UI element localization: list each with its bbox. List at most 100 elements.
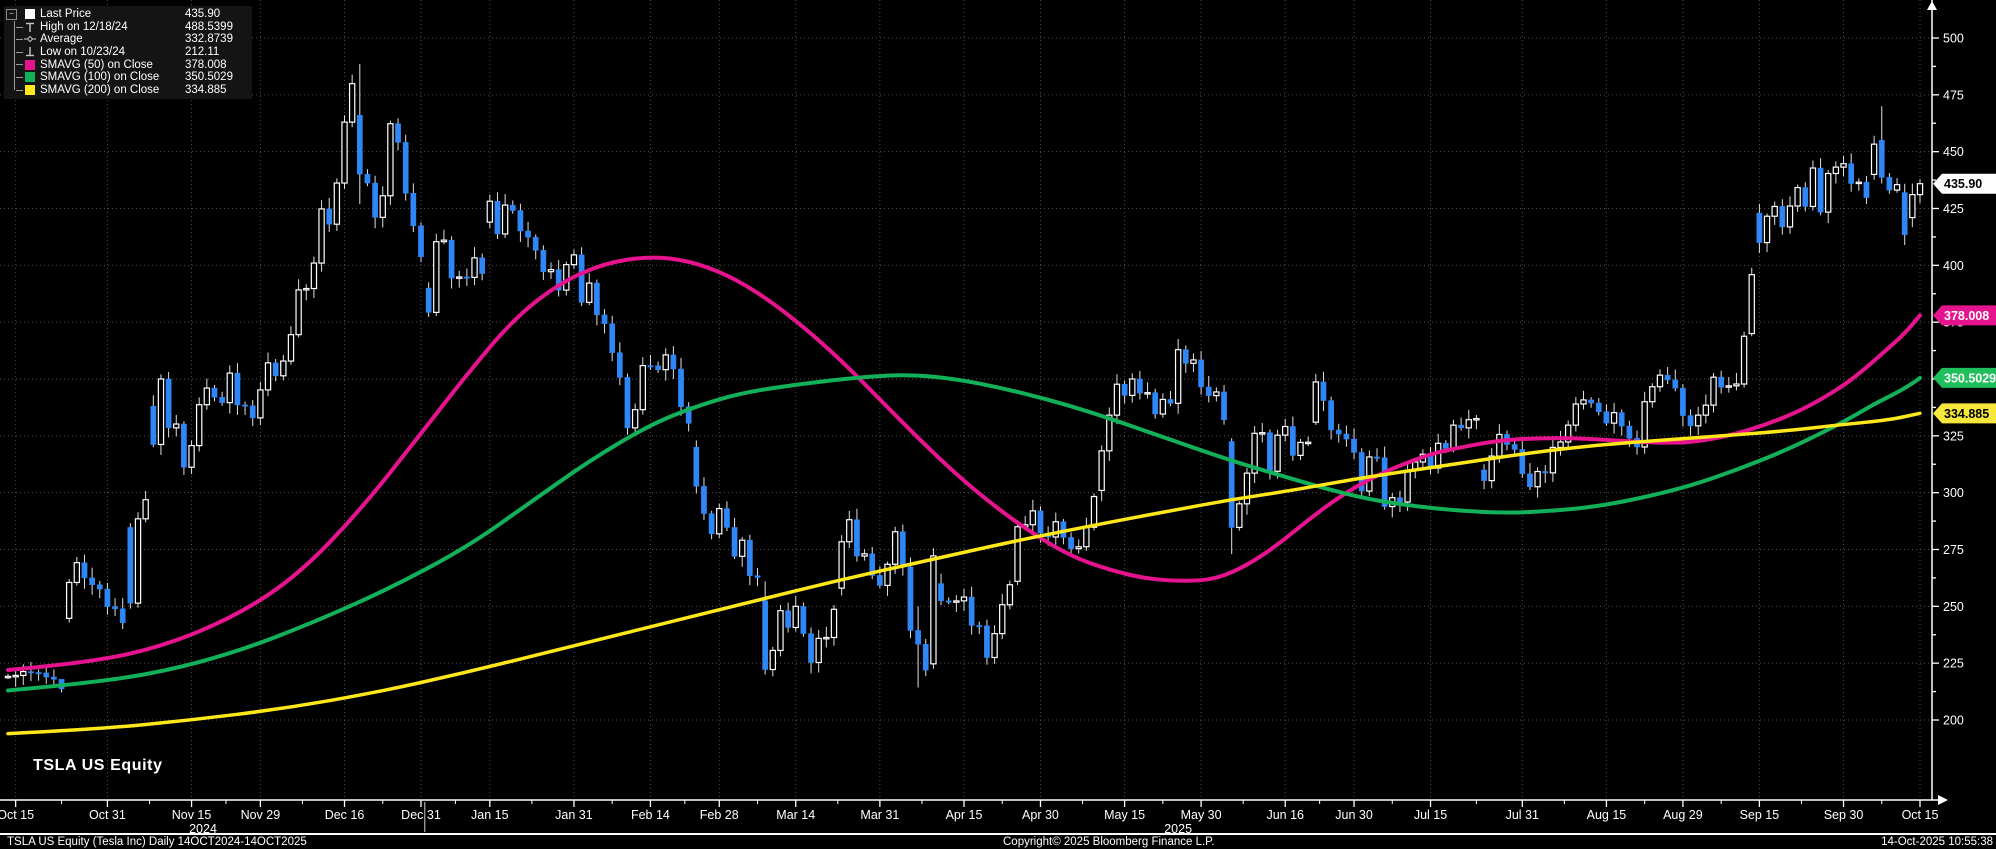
- axes: [0, 0, 1948, 805]
- candle-up: [1404, 469, 1411, 503]
- candle-up: [333, 182, 341, 225]
- candle-up: [1572, 403, 1580, 426]
- candle-up: [1725, 385, 1732, 388]
- candle-down: [1221, 391, 1227, 420]
- candle-down: [219, 396, 225, 403]
- legend-label: Last Price: [40, 8, 92, 21]
- x-tick-label: Feb 28: [700, 808, 739, 822]
- sma100-tag[interactable]: 350.5029: [1933, 367, 1996, 388]
- candle-up: [1488, 455, 1495, 482]
- candle-up: [1893, 184, 1901, 191]
- legend-row-high[interactable]: High on 12/18/24 488.5399: [6, 21, 248, 34]
- sma-line-100: [6, 373, 1922, 693]
- legend-row-smavg50[interactable]: SMAVG (50) on Close 378.008: [6, 58, 248, 71]
- legend-value: 334.885: [185, 83, 227, 96]
- legend-row-low[interactable]: Low on 10/23/24 212.11: [6, 46, 248, 59]
- candle-down: [594, 282, 600, 316]
- candle-up: [716, 507, 723, 535]
- candle-up: [387, 123, 394, 197]
- candle-down: [1068, 537, 1074, 549]
- candle-down: [242, 404, 248, 407]
- candle-up: [1840, 163, 1847, 168]
- sma50-swatch-icon: [24, 59, 36, 71]
- candle-down: [578, 254, 585, 303]
- candle-up: [838, 541, 845, 589]
- x-tick-label: Nov 15: [172, 808, 212, 822]
- candle-down: [1335, 429, 1342, 435]
- sma200-tag[interactable]: 334.885: [1933, 403, 1996, 424]
- svg-text:334.885: 334.885: [1944, 407, 1989, 421]
- candlestick-series[interactable]: [4, 64, 1924, 693]
- legend-value: 435.90: [185, 8, 221, 21]
- x-tick-label: May 30: [1181, 808, 1222, 822]
- y-tick-label: 325: [1943, 429, 1964, 443]
- candle-up: [433, 241, 440, 313]
- x-tick-label: Jan 31: [555, 808, 593, 822]
- y-tick-label: 300: [1943, 486, 1964, 500]
- x-tick-label: Apr 30: [1022, 808, 1059, 822]
- candle-down: [448, 239, 455, 279]
- status-copyright: Copyright© 2025 Bloomberg Finance L.P.: [1003, 836, 1215, 848]
- x-tick-label: Mar 14: [776, 808, 815, 822]
- candle-down: [1863, 181, 1870, 198]
- year-label: 2024: [189, 822, 217, 836]
- candle-down: [28, 671, 34, 674]
- candle-down: [425, 287, 432, 313]
- x-tick-label: Jun 30: [1335, 808, 1373, 822]
- candle-down: [1358, 452, 1365, 492]
- candle-down: [808, 633, 814, 663]
- legend-label: SMAVG (200) on Close: [40, 83, 160, 96]
- candle-up: [1113, 383, 1121, 416]
- legend-row-smavg200[interactable]: SMAVG (200) on Close 334.885: [6, 84, 248, 97]
- candle-down: [800, 606, 807, 634]
- legend-row-smavg100[interactable]: SMAVG (100) on Close 350.5029: [6, 71, 248, 84]
- last-price-swatch-icon: [24, 8, 36, 20]
- svg-text:435.90: 435.90: [1944, 177, 1982, 191]
- sma100-swatch-icon: [24, 71, 36, 83]
- legend-value: 488.5399: [185, 20, 233, 33]
- candle-down: [1595, 402, 1602, 412]
- candle-down: [1228, 441, 1235, 528]
- candle-down: [616, 352, 623, 378]
- candle-up: [815, 637, 822, 664]
- candle-down: [43, 672, 50, 678]
- candle-down: [555, 269, 562, 291]
- candle-up: [739, 539, 746, 557]
- candle-down: [1680, 387, 1686, 416]
- candle-down: [1817, 167, 1824, 213]
- candle-up: [1304, 441, 1312, 445]
- candle-down: [747, 539, 753, 576]
- candle-up: [379, 195, 386, 218]
- last-price-tag[interactable]: 435.90: [1933, 173, 1996, 194]
- candle-up: [280, 360, 287, 377]
- gridlines: [0, 0, 1932, 800]
- candle-down: [81, 562, 88, 579]
- candle-up: [1236, 503, 1243, 529]
- candle-down: [601, 314, 608, 325]
- legend-tree-rail: [14, 21, 15, 91]
- x-axis-arrow-icon: [1938, 795, 1948, 805]
- candle-up: [1549, 446, 1557, 474]
- x-tick-label: Sep 30: [1824, 808, 1864, 822]
- candle-down: [877, 575, 883, 586]
- candle-up: [1174, 349, 1182, 404]
- candle-down: [984, 625, 990, 658]
- candle-down: [402, 142, 409, 194]
- candle-down: [35, 672, 42, 675]
- candle-up: [1465, 419, 1472, 429]
- legend-row-last-price[interactable]: − Last Price 435.90: [6, 8, 248, 21]
- candle-down: [326, 208, 333, 225]
- candle-down: [127, 527, 134, 604]
- candle-down: [1664, 374, 1671, 381]
- candle-up: [1702, 404, 1710, 416]
- x-tick-label: Jan 15: [471, 808, 509, 822]
- candle-up: [20, 670, 27, 677]
- candle-down: [517, 210, 524, 232]
- candle-up: [1473, 417, 1480, 421]
- legend-row-average[interactable]: Average 332.8739: [6, 33, 248, 46]
- sma50-tag[interactable]: 378.008: [1933, 305, 1996, 326]
- candle-up: [586, 282, 593, 303]
- legend-collapse-icon[interactable]: −: [6, 9, 17, 20]
